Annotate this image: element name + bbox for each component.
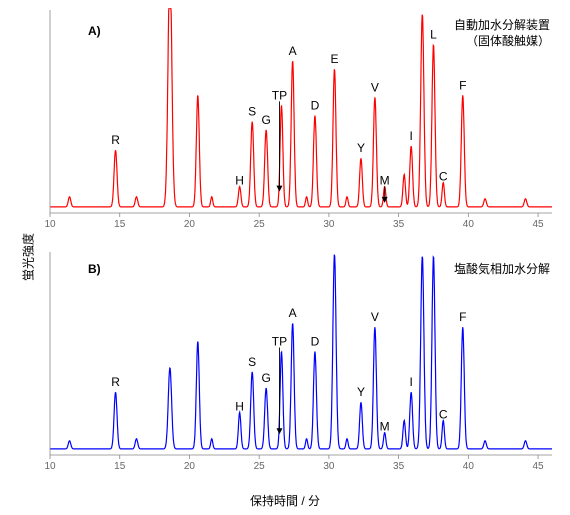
peak-label: TP <box>272 88 287 102</box>
peak-label: I <box>409 375 412 389</box>
x-tick-label: 25 <box>254 219 266 230</box>
peak-label: E <box>330 250 338 251</box>
peak-label: Y <box>357 141 365 155</box>
peak-label: M <box>380 174 390 188</box>
x-tick-label: 35 <box>393 461 405 472</box>
chromatogram-panel-a: 10 15 20 25 30 35 40 45 R H SGTP A D E Y V M I K L C F <box>36 8 556 233</box>
x-tick-label: 45 <box>532 461 544 472</box>
peak-label: A <box>289 306 297 320</box>
x-tick-label: 35 <box>393 219 405 230</box>
x-tick-label: 30 <box>323 461 335 472</box>
x-axis-label: 保持時間 / 分 <box>250 492 320 509</box>
peak-label: K <box>418 8 426 11</box>
peak-label: G <box>261 371 270 385</box>
peak-label: Y <box>357 385 365 399</box>
peak-label: C <box>439 170 448 184</box>
peak-label: H <box>235 174 244 188</box>
peak-label: F <box>459 78 466 92</box>
chromatogram-trace <box>50 8 552 207</box>
x-tick-label: 15 <box>114 219 126 230</box>
peak-label: D <box>311 99 320 113</box>
peak-label: R <box>111 375 120 389</box>
x-tick-label: 10 <box>44 461 56 472</box>
chromatogram-trace <box>50 255 552 449</box>
peak-label: D <box>311 334 320 348</box>
peak-label: I <box>409 129 412 143</box>
x-tick-label: 20 <box>184 219 196 230</box>
peak-label: V <box>371 80 379 94</box>
y-axis-label: 蛍光強度 <box>20 233 37 281</box>
peak-label: TP <box>272 334 287 348</box>
x-tick-label: 20 <box>184 461 196 472</box>
peak-label: K <box>418 250 426 253</box>
peak-label: E <box>330 52 338 66</box>
x-tick-label: 40 <box>463 219 475 230</box>
peak-label: L <box>430 28 437 42</box>
peak-label: F <box>459 310 466 324</box>
x-tick-label: 25 <box>254 461 266 472</box>
chromatogram-panel-b: 10 15 20 25 30 35 40 45 R H SG TPAD E Y V M I K L C F <box>36 250 556 475</box>
x-tick-label: 45 <box>532 219 544 230</box>
peak-label: L <box>430 250 437 253</box>
x-tick-label: 15 <box>114 461 126 472</box>
peak-label: M <box>380 420 390 434</box>
peak-label: S <box>248 355 256 369</box>
peak-label: H <box>235 399 244 413</box>
peak-label: A <box>289 44 297 58</box>
peak-label: C <box>439 407 448 421</box>
peak-label: R <box>111 133 120 147</box>
peak-label: S <box>248 105 256 119</box>
x-tick-label: 40 <box>463 461 475 472</box>
x-tick-label: 10 <box>44 219 56 230</box>
x-tick-label: 30 <box>323 219 335 230</box>
peak-label: V <box>371 310 379 324</box>
peak-label: G <box>261 113 270 127</box>
